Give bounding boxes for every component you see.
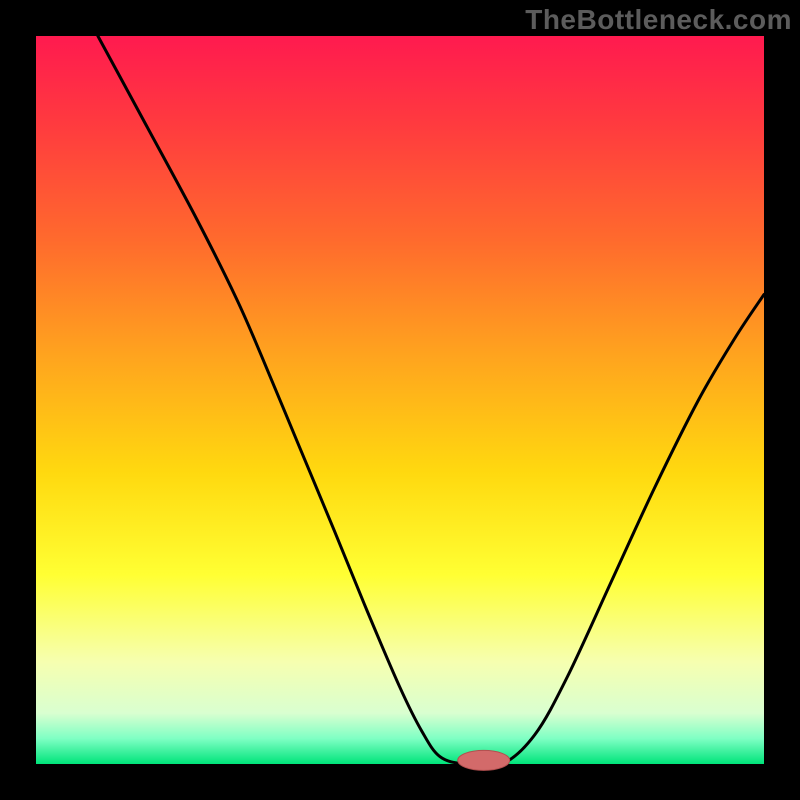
bottleneck-chart: TheBottleneck.com bbox=[0, 0, 800, 800]
optimum-marker bbox=[458, 750, 510, 770]
chart-background-gradient bbox=[36, 36, 764, 764]
attribution-text: TheBottleneck.com bbox=[525, 4, 792, 36]
chart-svg bbox=[0, 0, 800, 800]
